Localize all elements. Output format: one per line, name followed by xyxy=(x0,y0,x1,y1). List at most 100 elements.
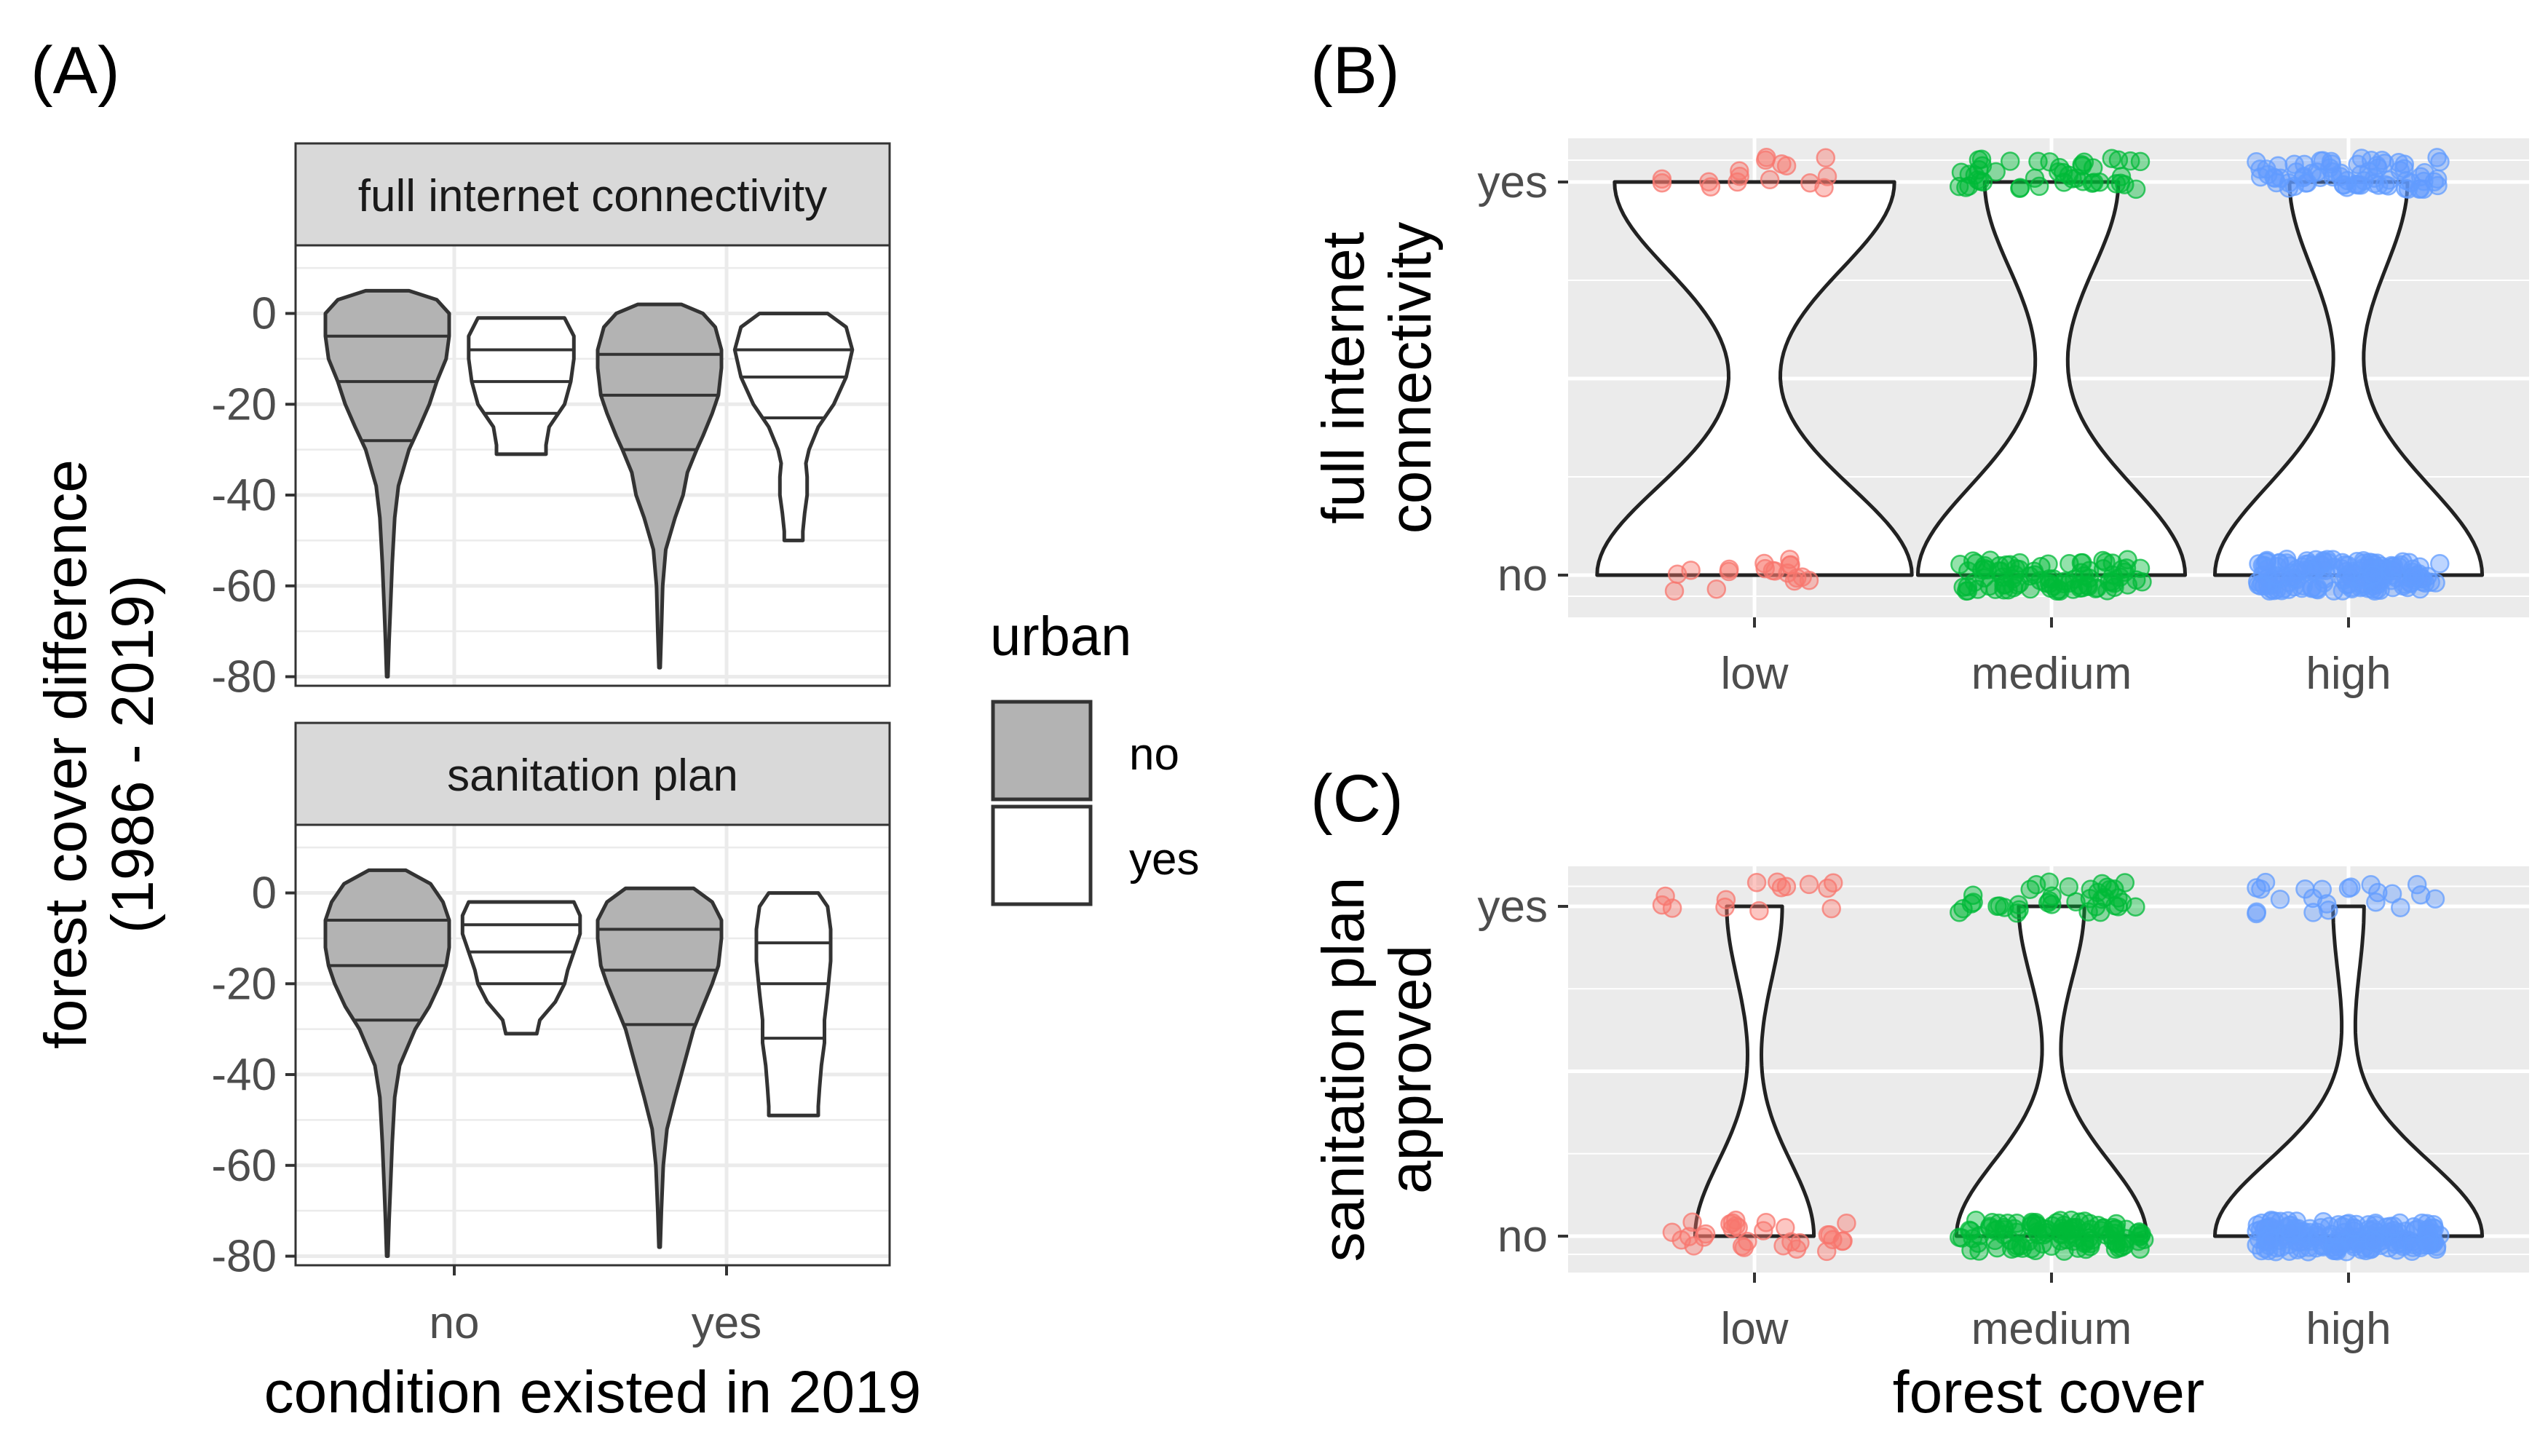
point-medium-no xyxy=(1987,1238,2007,1258)
point-medium-yes xyxy=(2126,897,2145,917)
violin-urban-yes-condition-no xyxy=(467,316,576,456)
point-low-yes xyxy=(1746,872,1767,893)
legend: urban no yes xyxy=(990,606,1199,906)
point-medium-yes xyxy=(2108,150,2129,170)
point-low-no xyxy=(1667,564,1688,584)
point-low-yes xyxy=(1730,166,1749,186)
point-medium-yes xyxy=(2102,149,2122,168)
point-high-yes xyxy=(2382,884,2402,904)
y-tick-label: -80 xyxy=(211,652,277,703)
violin-medium xyxy=(1954,904,2149,1238)
panel-c: yes no low medium high sanitation plan appr… xyxy=(1310,866,2529,1425)
point-high-yes xyxy=(2319,900,2338,920)
point-medium-no xyxy=(2062,1219,2082,1238)
point-high-yes xyxy=(2334,175,2354,195)
violin-urban-yes-condition-yes xyxy=(732,312,855,542)
point-high-yes xyxy=(2284,154,2304,174)
y-axis-ticks: 0 -20 -40 -60 -80 xyxy=(211,289,296,703)
y-axis-ticks: yes no xyxy=(1478,157,1568,601)
point-high-no xyxy=(2405,567,2424,587)
point-high-no xyxy=(2358,555,2378,575)
point-high-no xyxy=(2344,1218,2364,1238)
point-low-yes xyxy=(1716,890,1736,910)
violin-urban-no-condition-no xyxy=(323,868,451,1258)
point-low-yes xyxy=(1760,170,1780,190)
point-high-yes xyxy=(2394,154,2415,174)
point-low-yes xyxy=(1730,161,1749,181)
violin-urban-no-condition-no xyxy=(323,288,451,678)
point-medium-yes xyxy=(2000,151,2020,171)
x-axis-ticks: low medium high xyxy=(1720,1273,2391,1354)
point-high-yes xyxy=(2372,151,2392,170)
point-low-yes xyxy=(1749,901,1769,921)
panel-a-facet-internet: full internet connectivity 0 -20 -40 -60 -80 xyxy=(211,142,891,703)
point-medium-no xyxy=(2004,1219,2025,1238)
point-high-no xyxy=(2403,1238,2423,1257)
point-low-no xyxy=(1778,563,1797,583)
legend-swatch-yes xyxy=(991,804,1093,906)
point-low-yes xyxy=(1814,178,1834,198)
point-high-no xyxy=(2327,1241,2347,1261)
y-tick-label: -20 xyxy=(211,379,277,430)
point-high-no xyxy=(2292,557,2312,577)
point-medium-no xyxy=(2049,579,2069,600)
y-axis-title-c-line2: approved xyxy=(1377,945,1444,1194)
point-medium-no xyxy=(1958,581,1978,601)
point-low-yes xyxy=(1821,898,1841,919)
point-medium-no xyxy=(2110,567,2130,587)
facet-strip-label-sanitation: sanitation plan xyxy=(447,751,738,801)
point-medium-no xyxy=(2071,553,2092,573)
point-low-yes xyxy=(1823,873,1843,893)
y-axis-title-b-line2: connectivity xyxy=(1377,222,1444,534)
point-low-yes xyxy=(1715,897,1735,917)
y-axis-title-b: full internet connectivity xyxy=(1310,222,1444,534)
point-medium-yes xyxy=(2029,176,2049,197)
point-high-yes xyxy=(2303,903,2323,922)
point-medium-yes xyxy=(2010,178,2030,199)
point-medium-yes xyxy=(2020,879,2040,899)
point-low-yes xyxy=(1701,177,1721,197)
point-medium-no xyxy=(2012,1238,2033,1258)
x-tick-label: medium xyxy=(1971,649,2132,699)
point-low-yes xyxy=(1799,874,1819,895)
violin-urban-yes-condition-yes xyxy=(754,891,833,1117)
y-tick-label: no xyxy=(1497,550,1548,601)
point-high-yes xyxy=(2348,154,2367,175)
point-high-yes xyxy=(2407,874,2427,895)
x-tick-label: high xyxy=(2306,649,2391,699)
point-high-yes xyxy=(2303,888,2323,909)
violin-urban-no-condition-yes xyxy=(596,886,724,1249)
point-medium-yes xyxy=(2073,156,2092,176)
point-medium-no xyxy=(1990,555,2009,576)
violin-low xyxy=(1595,180,1914,577)
point-high-yes xyxy=(2298,173,2317,193)
x-tick-label: low xyxy=(1720,1304,1788,1354)
point-high-no xyxy=(2260,1231,2281,1251)
point-medium-yes xyxy=(1963,885,1983,905)
legend-label-yes: yes xyxy=(1129,834,1199,885)
violin-high xyxy=(2212,904,2485,1238)
y-tick-label: -40 xyxy=(211,1050,277,1100)
legend-label-no: no xyxy=(1129,729,1179,780)
panel-b: yes no low medium high full internet connec… xyxy=(1310,138,2529,699)
point-low-yes xyxy=(1768,872,1787,892)
point-medium-yes xyxy=(2049,162,2068,182)
point-medium-no xyxy=(2038,554,2058,574)
violin-urban-yes-condition-no xyxy=(460,900,582,1036)
y-axis-ticks: 0 -20 -40 -60 -80 xyxy=(211,869,296,1282)
point-medium-no xyxy=(2060,573,2079,593)
point-high-yes xyxy=(2270,890,2290,909)
point-high-yes xyxy=(2331,163,2351,183)
point-low-no xyxy=(1682,1212,1702,1232)
point-high-no xyxy=(2250,576,2271,596)
x-tick-label: low xyxy=(1720,649,1788,699)
y-tick-label: 0 xyxy=(252,869,277,919)
legend-title: urban xyxy=(990,606,1131,668)
point-low-yes xyxy=(1816,148,1836,168)
y-axis-title-a-line2: (1986 - 2019) xyxy=(100,575,166,933)
violins xyxy=(323,868,833,1258)
point-high-yes xyxy=(2410,885,2431,905)
point-low-no xyxy=(1781,1232,1801,1252)
point-medium-no xyxy=(1958,561,1978,581)
